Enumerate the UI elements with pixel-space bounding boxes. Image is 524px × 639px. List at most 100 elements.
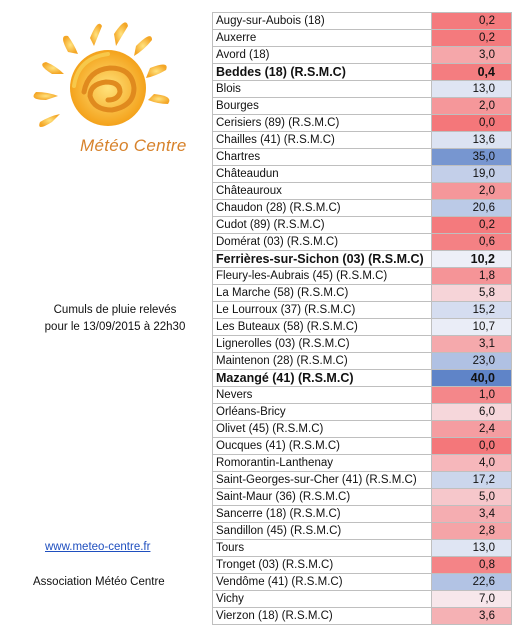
station-name: Châteauroux [212, 182, 432, 200]
rainfall-value: 10,2 [431, 250, 512, 268]
station-name: Cudot (89) (R.S.M.C) [212, 216, 432, 234]
rainfall-value: 40,0 [431, 369, 512, 387]
rainfall-value: 2,4 [431, 420, 512, 438]
station-name: Maintenon (28) (R.S.M.C) [212, 352, 432, 370]
station-name: Mazangé (41) (R.S.M.C) [212, 369, 432, 387]
table-row: Auxerre 0,2 [212, 29, 512, 47]
station-name: Fleury-les-Aubrais (45) (R.S.M.C) [212, 267, 432, 285]
table-row: Ferrières-sur-Sichon (03) (R.S.M.C) 10,2 [212, 250, 512, 268]
table-row: Cudot (89) (R.S.M.C) 0,2 [212, 216, 512, 234]
station-name: Saint-Georges-sur-Cher (41) (R.S.M.C) [212, 471, 432, 489]
rainfall-value: 0,4 [431, 63, 512, 81]
station-name: Romorantin-Lanthenay [212, 454, 432, 472]
station-name: Vierzon (18) (R.S.M.C) [212, 607, 432, 625]
table-row: Nevers 1,0 [212, 386, 512, 404]
table-row: Fleury-les-Aubrais (45) (R.S.M.C) 1,8 [212, 267, 512, 285]
station-name: Sancerre (18) (R.S.M.C) [212, 505, 432, 523]
rainfall-value: 3,1 [431, 335, 512, 353]
station-name: Vichy [212, 590, 432, 608]
rainfall-value: 20,6 [431, 199, 512, 217]
rainfall-value: 17,2 [431, 471, 512, 489]
table-row: Augy-sur-Aubois (18) 0,2 [212, 12, 512, 30]
station-name: Nevers [212, 386, 432, 404]
rainfall-value: 0,2 [431, 12, 512, 30]
station-name: Auxerre [212, 29, 432, 47]
station-name: Augy-sur-Aubois (18) [212, 12, 432, 30]
station-name: Beddes (18) (R.S.M.C) [212, 63, 432, 81]
table-row: Les Buteaux (58) (R.S.M.C) 10,7 [212, 318, 512, 336]
rainfall-value: 0,6 [431, 233, 512, 251]
table-row: Tronget (03) (R.S.M.C) 0,8 [212, 556, 512, 574]
table-row: Saint-Georges-sur-Cher (41) (R.S.M.C) 17,… [212, 471, 512, 489]
table-row: Saint-Maur (36) (R.S.M.C) 5,0 [212, 488, 512, 506]
table-row: Tours 13,0 [212, 539, 512, 557]
station-name: Blois [212, 80, 432, 98]
station-name: Bourges [212, 97, 432, 115]
rainfall-value: 2,0 [431, 182, 512, 200]
table-row: Chartres 35,0 [212, 148, 512, 166]
rainfall-value: 0,8 [431, 556, 512, 574]
table-row: Orléans-Bricy 6,0 [212, 403, 512, 421]
station-name: Lignerolles (03) (R.S.M.C) [212, 335, 432, 353]
logo-text: Météo Centre [80, 136, 187, 155]
station-name: Le Lourroux (37) (R.S.M.C) [212, 301, 432, 319]
table-row: Romorantin-Lanthenay 4,0 [212, 454, 512, 472]
station-name: Avord (18) [212, 46, 432, 64]
rainfall-value: 10,7 [431, 318, 512, 336]
rainfall-value: 0,0 [431, 437, 512, 455]
rainfall-value: 22,6 [431, 573, 512, 591]
rainfall-value: 3,0 [431, 46, 512, 64]
table-row: Chaudon (28) (R.S.M.C) 20,6 [212, 199, 512, 217]
station-name: Les Buteaux (58) (R.S.M.C) [212, 318, 432, 336]
caption: Cumuls de pluie relevés pour le 13/09/20… [20, 302, 210, 336]
station-name: Châteaudun [212, 165, 432, 183]
station-name: Tronget (03) (R.S.M.C) [212, 556, 432, 574]
rainfall-value: 13,0 [431, 539, 512, 557]
station-name: Vendôme (41) (R.S.M.C) [212, 573, 432, 591]
rainfall-value: 6,0 [431, 403, 512, 421]
table-row: Vierzon (18) (R.S.M.C) 3,6 [212, 607, 512, 625]
station-name: Chailles (41) (R.S.M.C) [212, 131, 432, 149]
table-row: Sandillon (45) (R.S.M.C) 2,8 [212, 522, 512, 540]
rainfall-value: 19,0 [431, 165, 512, 183]
rainfall-value: 0,0 [431, 114, 512, 132]
table-row: Bourges 2,0 [212, 97, 512, 115]
table-row: Le Lourroux (37) (R.S.M.C) 15,2 [212, 301, 512, 319]
station-name: Chartres [212, 148, 432, 166]
table-row: Beddes (18) (R.S.M.C) 0,4 [212, 63, 512, 81]
meteo-centre-logo: Météo Centre [28, 18, 198, 178]
table-row: Avord (18) 3,0 [212, 46, 512, 64]
rainfall-value: 3,6 [431, 607, 512, 625]
station-name: Oucques (41) (R.S.M.C) [212, 437, 432, 455]
rainfall-value: 13,0 [431, 80, 512, 98]
rainfall-value: 3,4 [431, 505, 512, 523]
sun-icon [33, 22, 170, 127]
rainfall-value: 15,2 [431, 301, 512, 319]
caption-line-1: Cumuls de pluie relevés [53, 304, 177, 316]
caption-line-2: pour le 13/09/2015 à 22h30 [44, 321, 186, 333]
association-name: Association Météo Centre [33, 576, 165, 588]
station-name: Sandillon (45) (R.S.M.C) [212, 522, 432, 540]
website-link[interactable]: www.meteo-centre.fr [45, 541, 151, 553]
station-name: Cerisiers (89) (R.S.M.C) [212, 114, 432, 132]
rainfall-value: 5,8 [431, 284, 512, 302]
table-row: Chailles (41) (R.S.M.C) 13,6 [212, 131, 512, 149]
station-name: Tours [212, 539, 432, 557]
table-row: Oucques (41) (R.S.M.C) 0,0 [212, 437, 512, 455]
station-name: Chaudon (28) (R.S.M.C) [212, 199, 432, 217]
station-name: Domérat (03) (R.S.M.C) [212, 233, 432, 251]
station-name: Olivet (45) (R.S.M.C) [212, 420, 432, 438]
rainfall-value: 13,6 [431, 131, 512, 149]
rainfall-table-body: Augy-sur-Aubois (18) 0,2 Auxerre 0,2 Avord (… [212, 12, 512, 625]
rainfall-table: Augy-sur-Aubois (18) 0,2 Auxerre 0,2 Avord (… [212, 12, 512, 625]
table-row: Châteaudun 19,0 [212, 165, 512, 183]
table-row: Sancerre (18) (R.S.M.C) 3,4 [212, 505, 512, 523]
table-row: Blois 13,0 [212, 80, 512, 98]
table-row: La Marche (58) (R.S.M.C) 5,8 [212, 284, 512, 302]
station-name: Ferrières-sur-Sichon (03) (R.S.M.C) [212, 250, 432, 268]
table-row: Olivet (45) (R.S.M.C) 2,4 [212, 420, 512, 438]
table-row: Châteauroux 2,0 [212, 182, 512, 200]
table-row: Vichy 7,0 [212, 590, 512, 608]
station-name: Saint-Maur (36) (R.S.M.C) [212, 488, 432, 506]
table-row: Maintenon (28) (R.S.M.C) 23,0 [212, 352, 512, 370]
